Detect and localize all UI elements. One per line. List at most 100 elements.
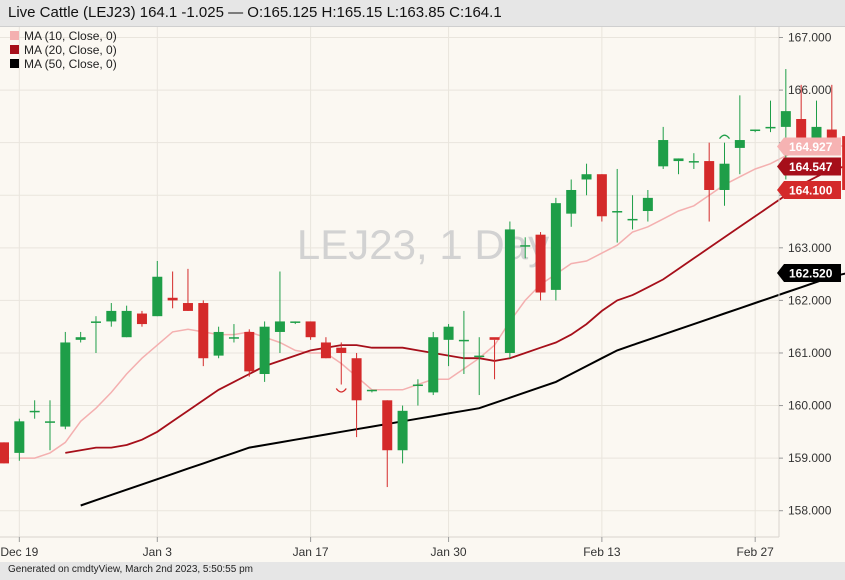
price-badge-label: 162.520 bbox=[789, 267, 833, 281]
price-badge-label: 164.547 bbox=[789, 160, 833, 174]
candle-body bbox=[458, 339, 469, 342]
candle bbox=[504, 221, 515, 359]
y-tick-label: 158.000 bbox=[788, 504, 832, 518]
candle bbox=[44, 400, 55, 451]
price-badge-label: 164.927 bbox=[789, 140, 833, 154]
candle-body bbox=[811, 126, 822, 143]
candle-body bbox=[121, 310, 132, 338]
indicator-legend: MA (10, Close, 0)MA (20, Close, 0)MA (50… bbox=[10, 29, 117, 71]
candle-body bbox=[351, 358, 362, 401]
candle bbox=[826, 84, 837, 148]
y-tick-label: 160.000 bbox=[788, 399, 832, 413]
price-badges: 164.927 164.547 164.100 162.520 bbox=[777, 137, 841, 283]
candle bbox=[29, 400, 40, 419]
candle bbox=[121, 305, 132, 338]
candle-body bbox=[290, 321, 301, 323]
candle-body bbox=[750, 129, 761, 132]
candle bbox=[351, 352, 362, 438]
chart-header: Live Cattle (LEJ23) 164.1 -1.025 — O:165… bbox=[0, 0, 845, 27]
legend-label: MA (50, Close, 0) bbox=[24, 57, 117, 71]
candle-body bbox=[673, 158, 684, 162]
candle-body bbox=[366, 389, 377, 392]
candle bbox=[106, 303, 117, 327]
candle bbox=[167, 271, 178, 309]
candle-body bbox=[412, 384, 423, 387]
candle-body bbox=[780, 111, 791, 127]
candle bbox=[596, 174, 607, 222]
candle bbox=[75, 331, 86, 343]
candle bbox=[550, 197, 561, 301]
candle-body bbox=[397, 410, 408, 451]
candle-body bbox=[428, 337, 439, 393]
chart-footer: Generated on cmdtyView, March 2nd 2023, … bbox=[0, 562, 845, 580]
x-tick-label: Jan 17 bbox=[293, 545, 329, 559]
x-tick-label: Jan 30 bbox=[431, 545, 467, 559]
candle bbox=[198, 300, 209, 367]
candle bbox=[14, 418, 25, 461]
high-marker bbox=[718, 134, 731, 140]
candle bbox=[428, 331, 439, 396]
candle-body bbox=[765, 126, 776, 129]
candle-body bbox=[90, 321, 101, 323]
candle-body bbox=[550, 203, 561, 290]
y-tick-label: 161.000 bbox=[788, 346, 832, 360]
candle-body bbox=[474, 355, 485, 358]
candle bbox=[765, 100, 776, 133]
candle-body bbox=[596, 174, 607, 217]
candle bbox=[397, 405, 408, 464]
candle-body bbox=[182, 303, 193, 311]
legend-swatch bbox=[10, 59, 19, 68]
candle-body bbox=[826, 129, 837, 141]
legend-item: MA (10, Close, 0) bbox=[10, 29, 117, 43]
candle bbox=[612, 168, 623, 243]
candle bbox=[290, 321, 301, 325]
candle-body bbox=[734, 140, 745, 148]
candle bbox=[90, 316, 101, 353]
candle bbox=[336, 342, 347, 385]
candle bbox=[182, 268, 193, 311]
candle bbox=[382, 400, 393, 488]
candle bbox=[366, 389, 377, 393]
candle-body bbox=[443, 326, 454, 340]
candle bbox=[274, 271, 285, 353]
time-axis[interactable] bbox=[0, 537, 845, 562]
price-chart[interactable]: LEJ23, 1 Day 158.000159.000160.000161.00… bbox=[0, 27, 845, 562]
candle-body bbox=[44, 421, 55, 423]
candle bbox=[0, 442, 9, 464]
x-tick-label: Feb 27 bbox=[736, 545, 774, 559]
candle-body bbox=[198, 303, 209, 359]
price-badge: 162.520 bbox=[777, 264, 841, 283]
generated-timestamp: Generated on cmdtyView, March 2nd 2023, … bbox=[8, 564, 253, 575]
candle-body bbox=[382, 400, 393, 451]
chart-quote-line: Live Cattle (LEJ23) 164.1 -1.025 — O:165… bbox=[8, 4, 502, 21]
legend-swatch bbox=[10, 45, 19, 54]
candle bbox=[535, 232, 546, 301]
candle bbox=[566, 179, 577, 227]
candle bbox=[228, 324, 239, 343]
candle bbox=[244, 329, 255, 377]
time-axis-ticks: Dec 19 Jan 3 Jan 17 Jan 30 Feb 13 Feb 27 bbox=[0, 537, 774, 559]
candle-body bbox=[704, 161, 715, 190]
candle-body bbox=[259, 326, 270, 375]
candle-body bbox=[504, 229, 515, 353]
candle bbox=[60, 331, 71, 430]
plot-area[interactable] bbox=[0, 27, 779, 537]
price-badge-shape bbox=[777, 137, 841, 156]
candle-body bbox=[29, 410, 40, 413]
candle-body bbox=[0, 442, 9, 464]
candle-body bbox=[658, 140, 669, 167]
candle-body bbox=[581, 174, 592, 180]
candle bbox=[642, 189, 653, 222]
price-badge: 164.927 bbox=[777, 137, 841, 156]
candle bbox=[688, 153, 699, 169]
candle bbox=[704, 142, 715, 222]
candle-body bbox=[336, 347, 347, 353]
candle-body bbox=[719, 163, 730, 190]
legend-label: MA (20, Close, 0) bbox=[24, 43, 117, 57]
candle-body bbox=[642, 197, 653, 212]
y-tick-label: 167.000 bbox=[788, 31, 832, 45]
candle-body bbox=[688, 161, 699, 163]
price-badge: 164.547 bbox=[777, 157, 841, 176]
candle-body bbox=[274, 321, 285, 332]
candle bbox=[719, 142, 730, 206]
